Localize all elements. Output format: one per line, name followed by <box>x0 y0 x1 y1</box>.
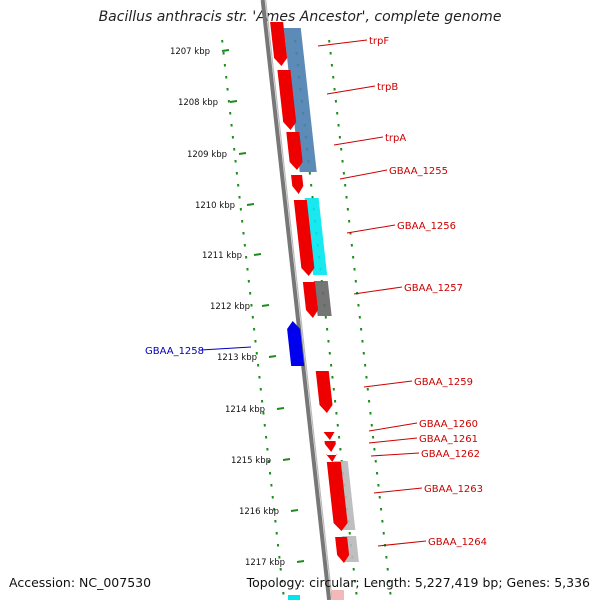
gene-label-leader <box>346 224 396 234</box>
gene-label: GBAA_1263 <box>424 484 483 495</box>
gene-label-leader <box>370 452 420 457</box>
gene-label: GBAA_1255 <box>389 166 448 177</box>
kbp-label: 1213 kbp <box>217 353 257 363</box>
gene-label-leader <box>200 346 252 351</box>
kbp-label: 1217 kbp <box>245 558 285 568</box>
gene-GBAA_1257-band <box>313 281 332 316</box>
accession-text: Accession: NC_007530 <box>9 575 152 590</box>
kbp-major-tick <box>290 509 299 512</box>
kbp-label: 1214 kbp <box>225 405 265 415</box>
gene-label: GBAA_1261 <box>419 434 478 445</box>
gene-label-leader <box>373 487 423 494</box>
gene-GBAA_1261-arrow <box>324 441 336 452</box>
gene-label: GBAA_1260 <box>419 419 478 430</box>
gene-GBAA_1264-arrow <box>335 537 350 563</box>
gene-label-leader <box>317 39 368 47</box>
kbp-major-tick <box>276 407 285 410</box>
genome-backbone-shadow <box>265 0 333 600</box>
gene-trpB-arrow <box>277 70 297 130</box>
kbp-label: 1207 kbp <box>170 47 210 57</box>
gene-label: trpF <box>369 36 389 47</box>
partial-cyan-feature <box>288 595 300 600</box>
kbp-major-tick <box>253 253 262 256</box>
kbp-major-tick <box>261 304 270 307</box>
trp-operon-band <box>283 28 317 172</box>
gene-label-leader <box>368 437 418 444</box>
kbp-label: 1211 kbp <box>202 251 242 261</box>
gene-label: trpA <box>385 133 406 144</box>
gene-label-leader <box>333 136 384 146</box>
gene-GBAA_1256-arrow <box>293 200 315 276</box>
kbp-major-tick <box>221 49 230 52</box>
gene-label: GBAA_1257 <box>404 283 463 294</box>
gene-label-leader <box>353 286 403 295</box>
gene-label: GBAA_1264 <box>428 537 487 548</box>
gene-label-leader <box>363 380 413 388</box>
gene-label-leader <box>377 540 427 547</box>
gene-trpA-arrow <box>286 132 303 170</box>
gene-label: GBAA_1258 <box>145 346 204 357</box>
gene-GBAA_1255-arrow <box>291 175 304 194</box>
gene-GBAA_1257-arrow <box>302 282 318 318</box>
gene-trpF-arrow <box>270 22 288 66</box>
gene-GBAA_1258-arrow <box>287 321 305 366</box>
gene-GBAA_1263-arrow <box>326 462 348 531</box>
gene-GBAA_1260-arrow <box>323 432 335 440</box>
kbp-major-tick <box>238 152 247 155</box>
partial-pink-feature <box>332 590 344 600</box>
gene-GBAA_1256-band <box>304 198 328 275</box>
gene-label-leader <box>326 85 376 95</box>
topology-text: Topology: circular; Length: 5,227,419 bp… <box>246 575 590 590</box>
kbp-label: 1215 kbp <box>231 456 271 466</box>
kbp-label: 1212 kbp <box>210 302 250 312</box>
kbp-major-tick <box>296 560 305 563</box>
gene-GBAA_1262-arrow <box>325 454 338 462</box>
kbp-major-tick <box>282 458 291 461</box>
gene-label-leader <box>339 169 388 180</box>
kbp-major-tick <box>268 355 277 358</box>
map-title: Bacillus anthracis str. 'Ames Ancestor',… <box>98 9 502 25</box>
gene-label: GBAA_1256 <box>397 221 456 232</box>
genome-backbone <box>260 0 332 600</box>
kbp-major-tick <box>246 203 255 206</box>
gene-label-leader <box>368 422 418 432</box>
gene-GBAA_1259-arrow <box>315 371 333 413</box>
gene-label: trpB <box>377 82 398 93</box>
gene-label: GBAA_1262 <box>421 449 480 460</box>
gene-label: GBAA_1259 <box>414 377 473 388</box>
kbp-label: 1210 kbp <box>195 201 235 211</box>
kbp-label: 1216 kbp <box>239 507 279 517</box>
kbp-label: 1208 kbp <box>178 98 218 108</box>
kbp-label: 1209 kbp <box>187 150 227 160</box>
kbp-major-tick <box>229 100 238 103</box>
